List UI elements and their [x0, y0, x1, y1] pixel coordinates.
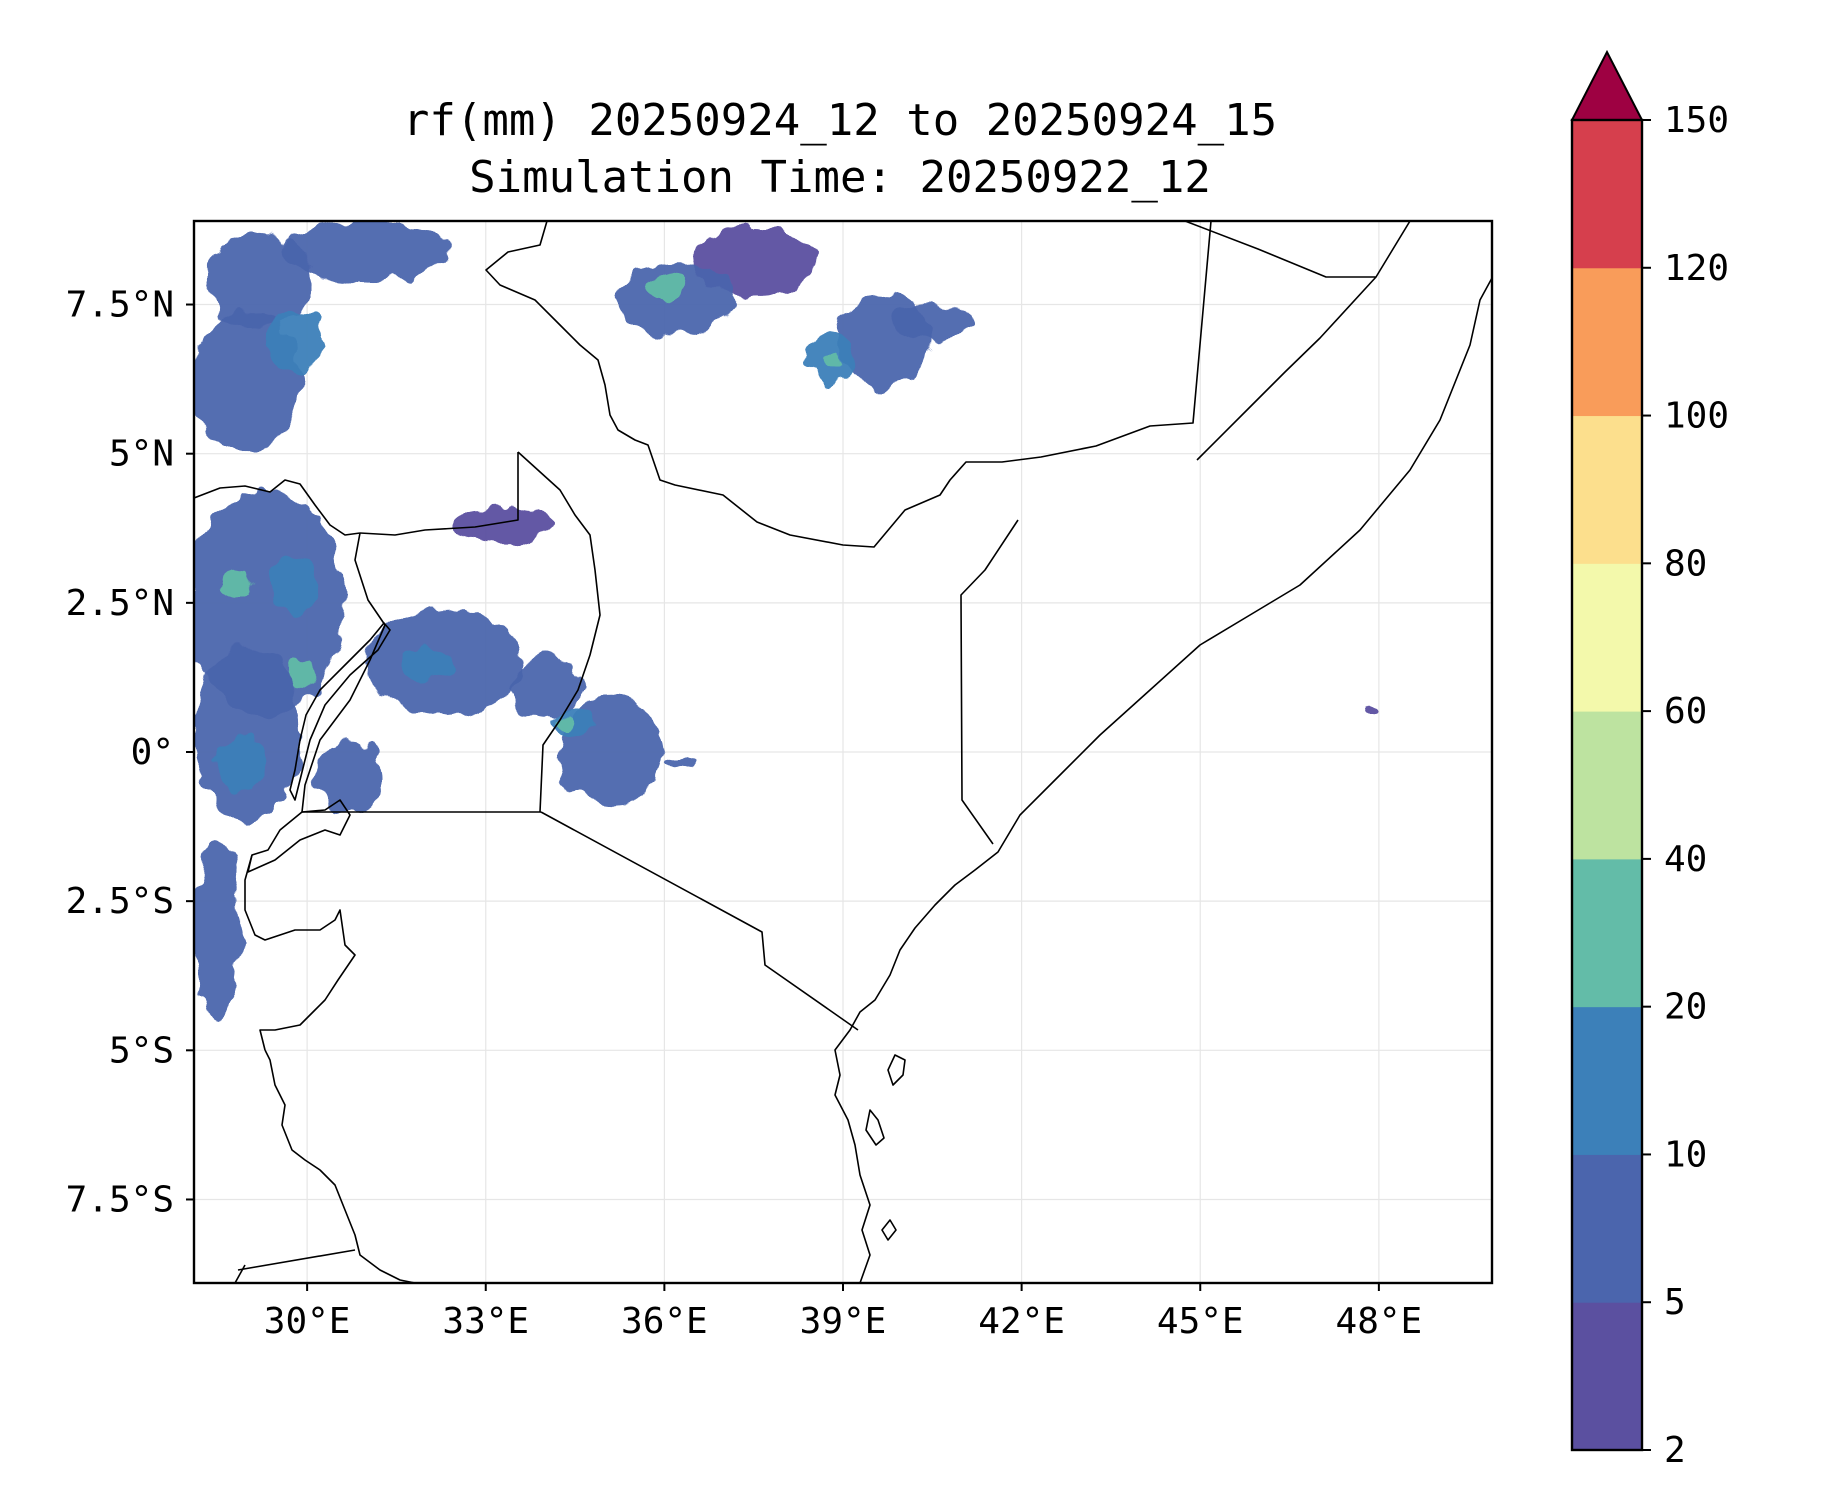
rain-cell [822, 354, 841, 369]
rain-cell [455, 507, 552, 544]
x-tick-label: 48°E [1336, 1301, 1423, 1342]
rain-cell [271, 555, 320, 615]
colorbar-frame [1570, 118, 1644, 1452]
x-tick-label: 30°E [264, 1301, 351, 1342]
colorbar-label: 20 [1664, 987, 1707, 1028]
rain-cell [558, 716, 574, 729]
colorbar-label: 100 [1664, 396, 1729, 437]
colorbar-label: 2 [1664, 1430, 1686, 1471]
rain-cell [509, 656, 582, 717]
colorbar-segment [1572, 563, 1642, 712]
colorbar-segment [1572, 120, 1642, 269]
map-subtitle: Simulation Time: 20250922_12 [469, 152, 1211, 203]
colorbar-label: 40 [1664, 839, 1707, 880]
colorbar-label: 10 [1664, 1134, 1707, 1175]
rain-cell [220, 573, 251, 597]
rain-cell [286, 659, 317, 690]
y-tick-label: 5°N [109, 434, 174, 475]
x-tick-label: 45°E [1157, 1301, 1244, 1342]
rain-cell [646, 277, 683, 302]
colorbar-extend-arrow [1570, 49, 1644, 121]
y-tick-label: 0° [131, 732, 174, 773]
colorbar-segment [1572, 267, 1642, 417]
gridlines [194, 221, 1492, 1283]
y-tick-label: 5°S [109, 1030, 174, 1071]
rain-cell [890, 304, 974, 341]
rain-cell [667, 756, 698, 772]
colorbar-segment [1572, 1154, 1642, 1303]
y-tick-label: 7.5°N [66, 285, 174, 326]
map-title: rf(mm) 20250924_12 to 20250924_15 [403, 95, 1277, 146]
colorbar-segment [1572, 858, 1642, 1008]
colorbar-label: 60 [1664, 691, 1707, 732]
colorbar-segment [1572, 1302, 1642, 1451]
x-tick-label: 42°E [978, 1301, 1065, 1342]
rain-cell [1366, 704, 1379, 717]
colorbar-segment [1572, 415, 1642, 564]
colorbar-segment [1572, 711, 1642, 860]
x-tick-label: 36°E [621, 1301, 708, 1342]
rainfall-field [194, 221, 1379, 1021]
map-panel [192, 219, 1494, 1285]
colorbar-label: 150 [1664, 100, 1729, 141]
rain-cell [554, 707, 596, 738]
rain-cell [194, 644, 302, 824]
rain-cell [217, 734, 266, 794]
rain-cell [265, 310, 325, 371]
rain-cell [283, 221, 451, 281]
country-borders [194, 221, 1492, 1283]
y-tick-label: 2.5°S [66, 881, 174, 922]
colorbar-label: 5 [1664, 1282, 1686, 1323]
rain-cell [616, 262, 736, 335]
y-axis-tick-labels: 7.5°N 5°N 2.5°N 0° 2.5°S 5°S 7.5°S [66, 285, 194, 1220]
colorbar-segment [1572, 1006, 1642, 1155]
rain-cell [313, 740, 385, 812]
rain-cell [194, 841, 242, 1021]
colorbar-label: 120 [1664, 248, 1729, 289]
y-tick-label: 7.5°S [66, 1179, 174, 1220]
x-axis-tick-labels: 30°E 33°E 36°E 39°E 42°E 45°E 48°E [264, 1283, 1422, 1342]
x-tick-label: 39°E [800, 1301, 887, 1342]
colorbar: 2 5 10 20 40 60 80 100 120 150 [1570, 49, 1729, 1471]
colorbar-label: 80 [1664, 543, 1707, 584]
rain-cell [402, 644, 451, 681]
y-tick-label: 2.5°N [66, 583, 174, 624]
x-tick-label: 33°E [442, 1301, 529, 1342]
